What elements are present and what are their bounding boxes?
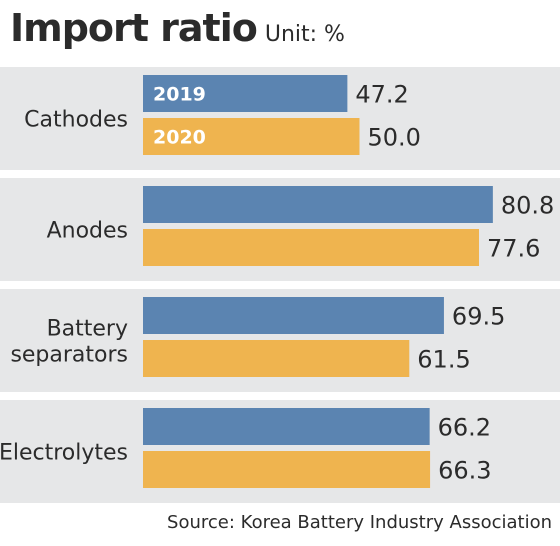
category-label: Battery separators — [10, 317, 128, 368]
bar-2019 — [143, 408, 430, 445]
value-label: 47.2 — [355, 81, 408, 109]
unit-label: Unit: % — [264, 22, 345, 47]
value-label: 80.8 — [501, 192, 554, 220]
category-label: Electrolytes — [0, 441, 128, 466]
category-label: Cathodes — [24, 108, 128, 133]
bar-2020 — [143, 229, 480, 266]
bar-2019 — [143, 297, 444, 334]
value-label: 69.5 — [452, 303, 505, 331]
bar-2020 — [143, 118, 360, 155]
value-label: 66.2 — [438, 414, 491, 442]
bar-2019 — [143, 186, 493, 223]
legend-label-2020: 2020 — [153, 127, 206, 149]
chart-title: Import ratio — [10, 6, 258, 50]
value-label: 77.6 — [487, 235, 540, 263]
value-label: 61.5 — [417, 346, 470, 374]
bar-2020 — [143, 340, 410, 377]
bar-2019 — [143, 75, 348, 112]
legend-label-2019: 2019 — [153, 84, 206, 106]
source-note: Source: Korea Battery Industry Associati… — [167, 512, 552, 533]
value-label: 66.3 — [438, 457, 491, 485]
chart-title-row: Import ratio Unit: % — [10, 6, 345, 56]
bar-2020 — [143, 451, 431, 488]
category-label: Anodes — [47, 219, 128, 244]
value-label: 50.0 — [368, 124, 421, 152]
